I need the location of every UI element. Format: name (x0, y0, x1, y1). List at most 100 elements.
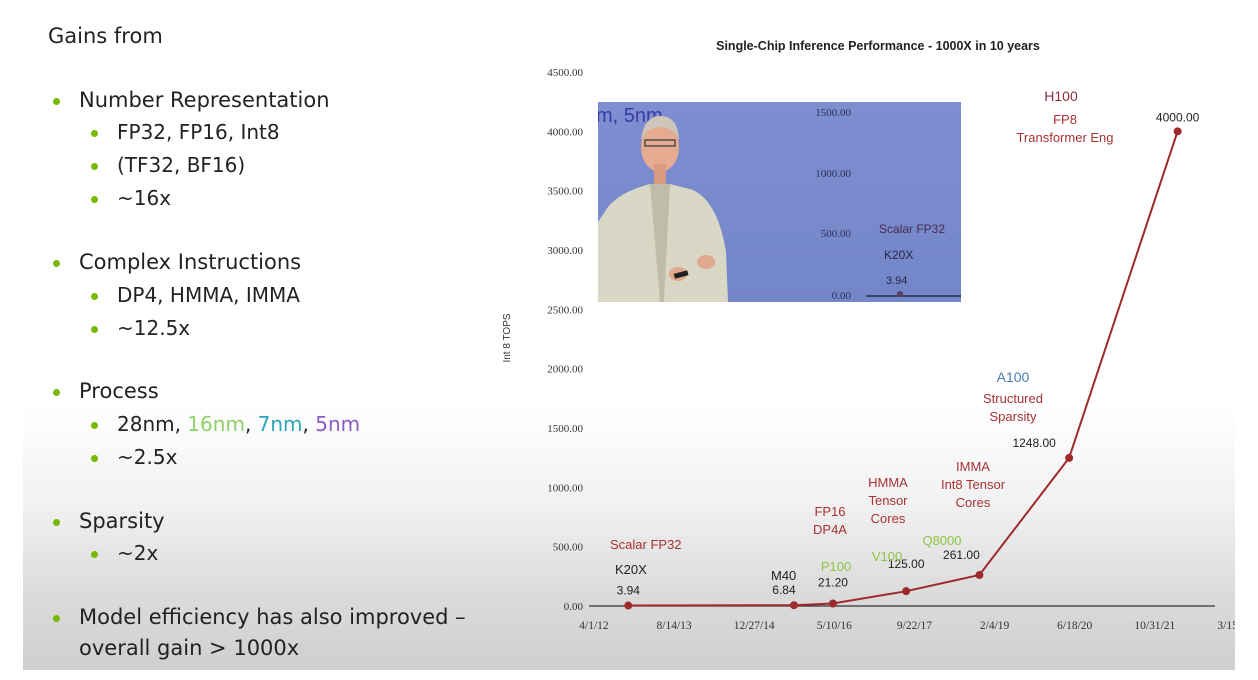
sub-bullet-process-nodes: 28nm, 16nm, 7nm, 5nm (117, 412, 360, 436)
y-tick-label: 2500.00 (547, 304, 583, 316)
bullet-dot (91, 163, 98, 170)
q8000-feature-line2: Int8 Tensor (941, 477, 1006, 492)
sub-bullet: ~16x (117, 186, 172, 210)
process-7nm: 7nm (257, 412, 303, 436)
v100-gpu-label: V100 (872, 549, 902, 564)
process-5nm: 5nm (315, 412, 361, 436)
y-tick-label: 3500.00 (547, 186, 583, 198)
data-point (975, 571, 984, 580)
video-ytick: 1500.00 (815, 107, 851, 119)
y-tick-label: 3000.00 (547, 245, 583, 257)
v100-feature-line1: HMMA (868, 475, 908, 490)
video-ytick: 500.00 (821, 228, 852, 240)
data-point (1173, 127, 1182, 136)
video-ytick: 1000.00 (815, 168, 851, 180)
y-tick-label: 1000.00 (547, 482, 583, 494)
video-gpu-label: K20X (884, 248, 913, 262)
bullet-model-efficiency-line2: overall gain > 1000x (79, 636, 300, 660)
separator: , (244, 412, 258, 436)
data-label: 4000.00 (1156, 110, 1200, 124)
a100-gpu-label: A100 (997, 369, 1030, 385)
video-text-fragment: m, 5nm (598, 105, 663, 127)
data-point (624, 601, 633, 610)
bullet-process: Process (79, 379, 159, 403)
bullet-dot (91, 326, 98, 333)
k20x-feature-label: Scalar FP32 (610, 537, 682, 552)
slide: Gains from Number Representation FP32, F… (23, 8, 1235, 670)
bullet-dot (53, 615, 60, 622)
bullet-number-representation: Number Representation (79, 88, 330, 112)
bullet-dot (53, 260, 60, 267)
q8000-gpu-label: Q8000 (922, 533, 961, 548)
performance-chart: Single-Chip Inference Performance - 1000… (502, 39, 1235, 632)
data-point (828, 599, 837, 608)
sub-bullet: ~2x (117, 541, 159, 565)
x-tick-label: 6/18/20 (1057, 620, 1092, 632)
p100-feature-line2: DP4A (813, 522, 847, 537)
v100-feature-line3: Cores (871, 511, 906, 526)
sub-bullet: (TF32, BF16) (117, 153, 246, 177)
speaker-video-frame: m, 5nm 1500.00 1000.00 500.00 0.00 Scala… (598, 105, 961, 302)
separator: , (174, 412, 188, 436)
x-tick-label: 8/14/13 (657, 620, 692, 632)
h100-gpu-label: H100 (1044, 88, 1078, 104)
data-point (789, 601, 798, 610)
y-tick-label: 2000.00 (547, 364, 583, 376)
data-point (902, 587, 911, 596)
x-tick-label: 4/1/12 (579, 620, 609, 632)
p100-gpu-label: P100 (821, 559, 851, 574)
bullet-dot (53, 519, 60, 526)
process-16nm: 16nm (187, 412, 245, 436)
data-point (1065, 453, 1074, 462)
sub-bullet: FP32, FP16, Int8 (117, 120, 280, 144)
bullet-dot (91, 293, 98, 300)
bullet-model-efficiency: Model efficiency has also improved – (79, 605, 466, 629)
bullet-sparsity: Sparsity (79, 509, 165, 533)
bullet-dot (91, 455, 98, 462)
m40-gpu-label: M40 (771, 568, 796, 583)
h100-feature-line1: FP8 (1053, 112, 1077, 127)
v100-feature-line2: Tensor (868, 493, 908, 508)
x-tick-label: 2/4/19 (980, 620, 1010, 632)
data-label: 125.00 (888, 557, 925, 571)
h100-feature-line2: Transformer Eng (1016, 130, 1113, 145)
y-tick-label: 1500.00 (547, 423, 583, 435)
data-label: 3.94 (617, 584, 641, 598)
video-ytick: 0.00 (832, 290, 852, 302)
x-tick-label: 9/22/17 (897, 620, 932, 632)
bullet-dot (91, 130, 98, 137)
chart-title: Single-Chip Inference Performance - 1000… (716, 39, 1040, 53)
bullet-dot (53, 98, 60, 105)
presenter-figure (598, 116, 728, 302)
speaker-video-overlay: m, 5nm 1500.00 1000.00 500.00 0.00 Scala… (598, 102, 961, 302)
video-feature-label: Scalar FP32 (879, 222, 945, 236)
video-point (897, 291, 903, 297)
a100-feature-line2: Sparsity (990, 409, 1037, 424)
bullet-complex-instructions: Complex Instructions (79, 250, 302, 274)
process-28nm: 28nm (117, 412, 175, 436)
p100-feature-line1: FP16 (814, 504, 845, 519)
bullet-dot (91, 551, 98, 558)
x-tick-label: 12/27/14 (734, 620, 775, 632)
y-axis-label: Int 8 TOPS (502, 313, 513, 362)
x-tick-label: 3/15/23 (1217, 620, 1235, 632)
y-tick-label: 4000.00 (547, 126, 583, 138)
slide-heading: Gains from (48, 24, 163, 48)
y-tick-label: 500.00 (553, 542, 584, 554)
bullet-dot (91, 422, 98, 429)
x-tick-label: 5/10/16 (817, 620, 852, 632)
data-label: 1248.00 (1012, 436, 1056, 450)
bullet-dot (91, 196, 98, 203)
sub-bullet: ~12.5x (117, 316, 191, 340)
data-label: 6.84 (772, 583, 796, 597)
video-value-label: 3.94 (886, 275, 907, 287)
data-label: 21.20 (818, 575, 848, 589)
q8000-feature-line1: IMMA (956, 459, 990, 474)
y-tick-label: 4500.00 (547, 67, 583, 79)
separator: , (302, 412, 316, 436)
y-tick-label: 0.00 (564, 601, 584, 613)
x-tick-label: 10/31/21 (1134, 620, 1175, 632)
sub-bullet: DP4, HMMA, IMMA (117, 283, 300, 307)
k20x-gpu-label: K20X (615, 562, 647, 577)
bullet-dot (53, 389, 60, 396)
